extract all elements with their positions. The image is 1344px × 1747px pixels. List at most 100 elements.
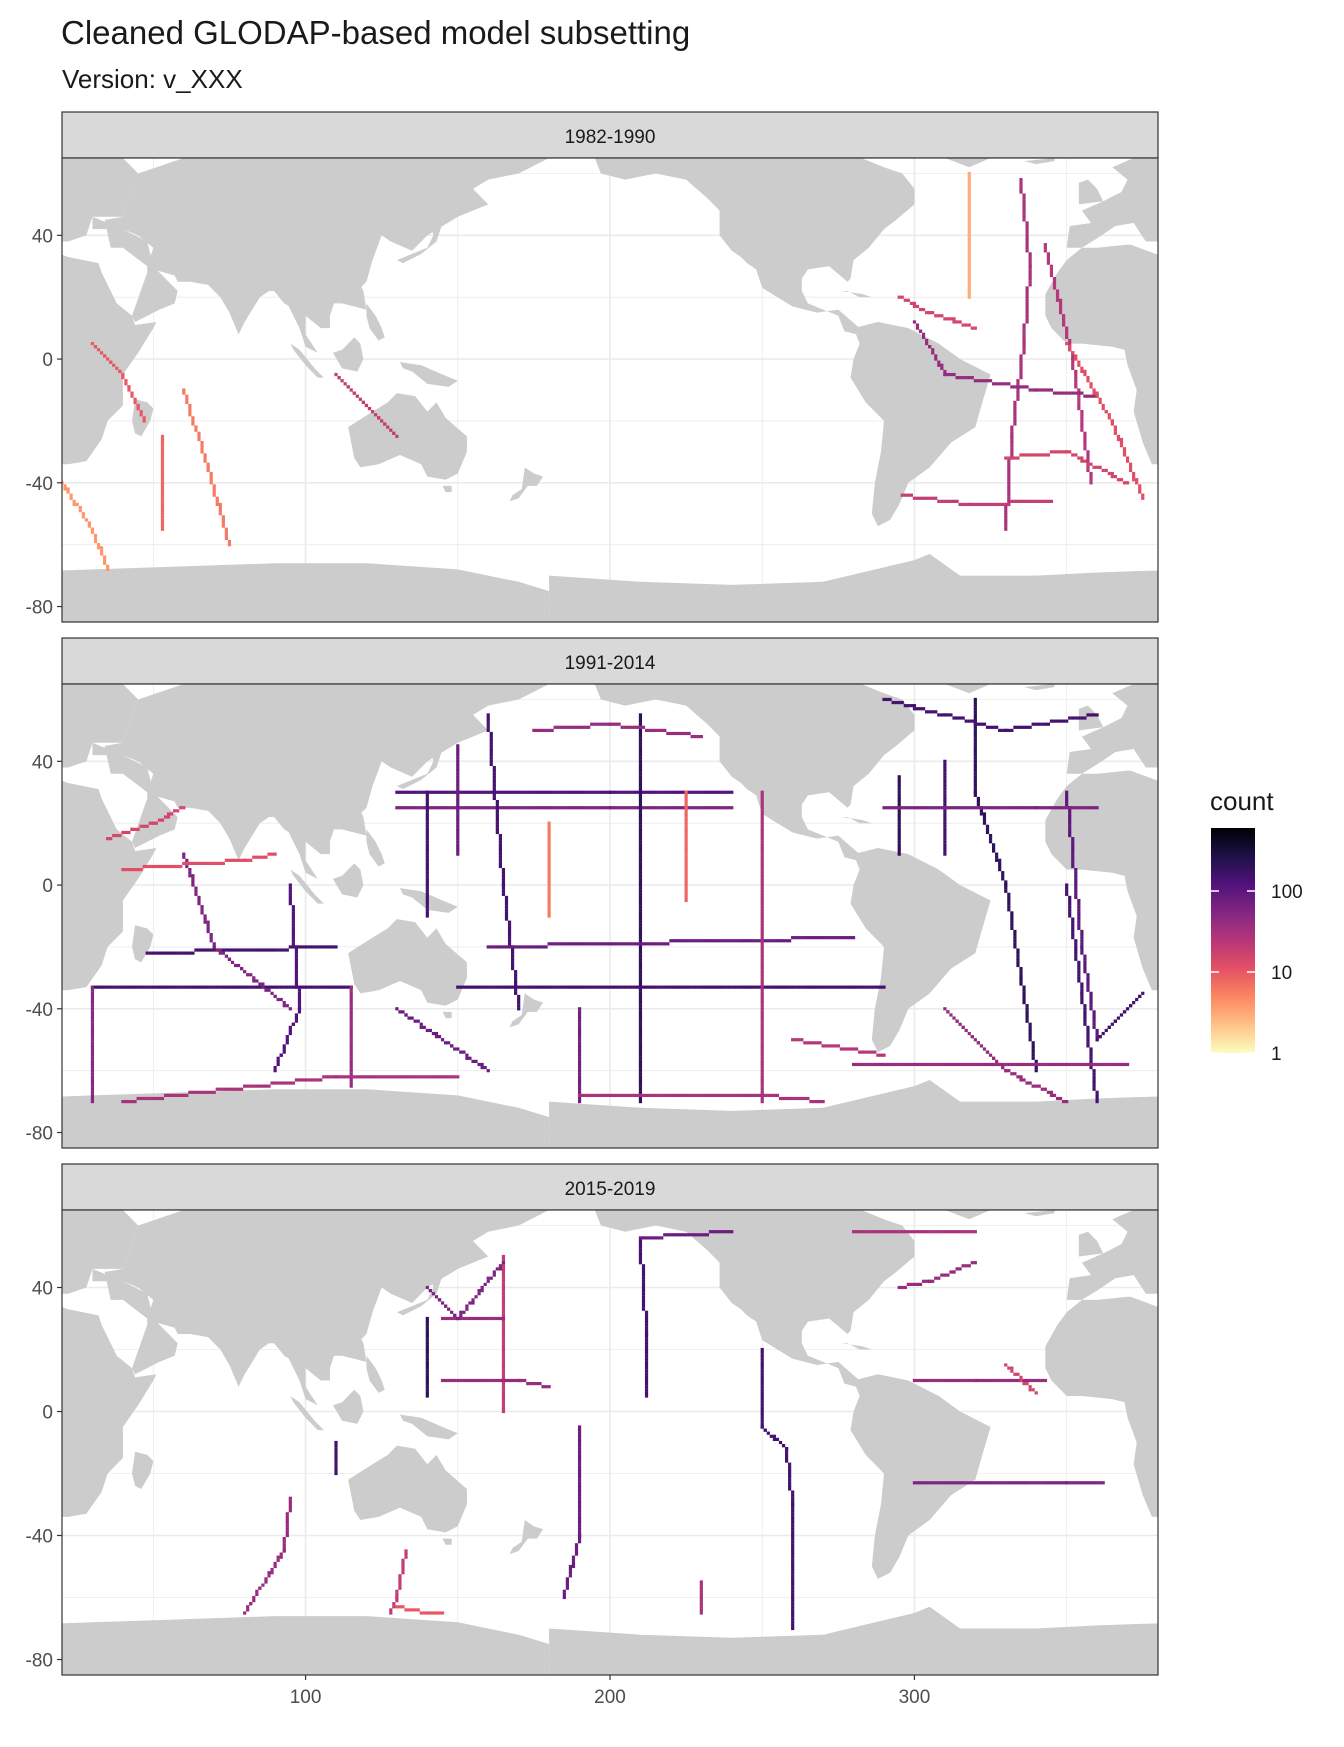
grid-cell [699,1611,703,1615]
grid-cell [1043,249,1047,253]
grid-cell [501,889,506,893]
grid-cell [644,1323,649,1327]
grid-cell [501,1397,506,1401]
grid-cell [1092,1013,1096,1017]
y-tick-label: 40 [32,752,53,773]
grid-cell [532,945,536,949]
grid-cell [1025,806,1029,810]
grid-cell [654,985,658,989]
grid-cell [638,936,643,940]
grid-cell [456,843,460,847]
grid-cell [909,704,913,708]
grid-cell [349,1078,353,1082]
grid-cell [766,939,770,943]
grid-cell [1074,1062,1078,1067]
grid-cell [1019,725,1023,729]
grid-cell [751,1093,755,1098]
grid-cell [1068,827,1072,831]
grid-cell [638,970,643,974]
grid-cell [425,911,429,915]
grid-cell [921,1378,926,1383]
grid-cell [760,886,764,890]
grid-cell [562,1595,566,1600]
grid-cell [1095,1093,1099,1098]
grid-cell [544,945,548,949]
grid-cell [1141,991,1145,995]
grid-cell [1083,459,1087,463]
grid-cell [1046,255,1050,259]
grid-cell [909,301,913,305]
grid-cell [1089,394,1093,398]
grid-cell [721,790,725,794]
grid-cell [1080,945,1084,949]
grid-cell [760,1013,764,1017]
y-tick-label: 0 [42,350,53,371]
grid-cell [1034,1069,1038,1073]
grid-cell [437,1075,442,1079]
grid-cell [641,1295,646,1299]
grid-cell [1089,997,1093,1002]
grid-cell [912,1062,917,1067]
grid-cell [791,1626,795,1631]
grid-cell [1013,410,1017,414]
grid-cell [1007,1069,1011,1073]
grid-cell [982,1062,987,1067]
grid-cell [897,1062,901,1067]
grid-cell [517,1007,521,1011]
grid-cell [760,1090,764,1094]
grid-cell [925,1062,929,1067]
grid-cell [431,1292,436,1296]
grid-cell [623,942,627,946]
grid-cell [90,1004,95,1008]
grid-cell [495,815,499,819]
grid-cell [425,1366,429,1370]
grid-cell [386,425,390,429]
grid-cell [718,1230,722,1234]
grid-cell [641,1093,646,1098]
grid-cell [501,1363,506,1367]
grid-cell [1086,462,1090,466]
grid-cell [1025,246,1029,250]
grid-cell [1080,982,1084,986]
grid-cell [349,1010,353,1014]
grid-cell [760,812,764,816]
grid-cell [1022,1382,1026,1386]
legend-label: 1 [1271,1044,1282,1065]
grid-cell [672,985,676,989]
grid-cell [577,1493,582,1497]
grid-cell [760,902,764,906]
grid-cell [577,1524,582,1528]
grid-cell [897,700,901,705]
grid-cell [918,1062,923,1067]
grid-cell [699,1586,703,1590]
grid-cell [349,1001,353,1005]
grid-cell [800,936,804,940]
grid-cell [867,1050,871,1054]
y-tick-label: -80 [26,598,53,619]
grid-cell [760,1397,764,1401]
grid-cell [233,963,238,968]
grid-cell [160,515,165,519]
grid-cell [788,1096,792,1101]
grid-cell [1013,936,1017,940]
grid-cell [760,1072,764,1076]
grid-cell [976,1062,980,1067]
grid-cell [547,911,551,915]
grid-cell [1065,1100,1069,1104]
grid-cell [915,707,920,711]
grid-cell [1058,307,1063,312]
grid-cell [778,985,783,989]
grid-cell [203,917,207,921]
grid-cell [276,1555,280,1559]
grid-cell [672,1093,676,1098]
grid-cell [772,985,776,989]
grid-cell [644,1093,649,1098]
grid-cell [851,1230,856,1234]
grid-cell [1086,982,1090,986]
grid-cell [1080,419,1084,423]
grid-cell [501,1335,506,1339]
grid-cell [227,985,232,989]
grid-cell [638,756,643,760]
grid-cell [574,1552,579,1556]
grid-cell [325,985,329,989]
